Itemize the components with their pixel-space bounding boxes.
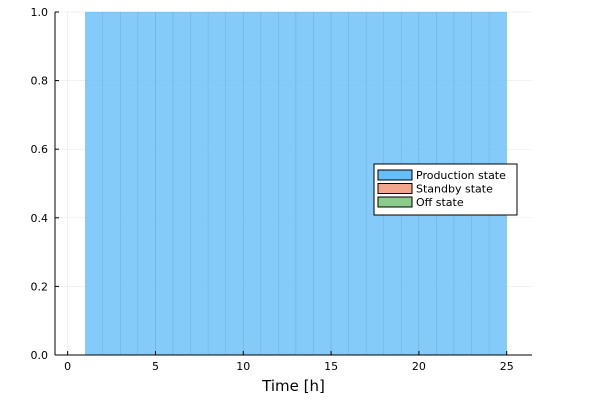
y-tick-label: 1.0 — [31, 6, 49, 19]
bar-production-state — [84, 11, 104, 356]
bar-production-state — [155, 11, 174, 356]
legend-entry: Standby state — [416, 183, 493, 196]
bar-production-state — [207, 11, 226, 356]
x-axis-label: Time [h] — [261, 377, 325, 395]
bar-production-state — [243, 11, 262, 356]
y-tick-label: 0.0 — [31, 349, 49, 362]
axes — [54, 12, 532, 356]
bar-production-state — [120, 11, 139, 356]
legend-swatch — [377, 169, 413, 181]
legend-swatch — [377, 183, 413, 194]
x-tick-label: 0 — [64, 360, 71, 373]
tick-marks-and-labels: 0 5 10 15 20 25 0.0 0.2 0.4 0.6 0.8 1.0 — [31, 6, 514, 373]
x-tick-label: 5 — [152, 360, 159, 373]
legend-swatch — [377, 196, 413, 208]
bar-production-state — [330, 11, 349, 356]
bar-production-state — [225, 11, 244, 356]
bar-production-state — [313, 11, 332, 356]
bar-production-state — [102, 11, 121, 356]
y-tick-label: 0.6 — [31, 143, 49, 156]
y-tick-label: 0.2 — [31, 280, 49, 293]
bar-production-state — [348, 11, 367, 356]
x-tick-label: 25 — [500, 360, 514, 373]
legend-entry: Production state — [416, 169, 506, 182]
y-tick-label: 0.8 — [31, 75, 49, 88]
x-tick-label: 20 — [412, 360, 426, 373]
legend-entry: Off state — [416, 196, 464, 209]
bar-production-state — [137, 11, 156, 356]
y-tick-label: 0.4 — [31, 212, 49, 225]
x-tick-label: 15 — [324, 360, 338, 373]
bar-production-state — [278, 11, 297, 356]
bar-production-state — [260, 11, 279, 356]
x-tick-label: 10 — [236, 360, 250, 373]
bar-production-state — [190, 11, 209, 356]
bar-production-state — [295, 11, 314, 356]
bar-production-state — [172, 11, 191, 356]
